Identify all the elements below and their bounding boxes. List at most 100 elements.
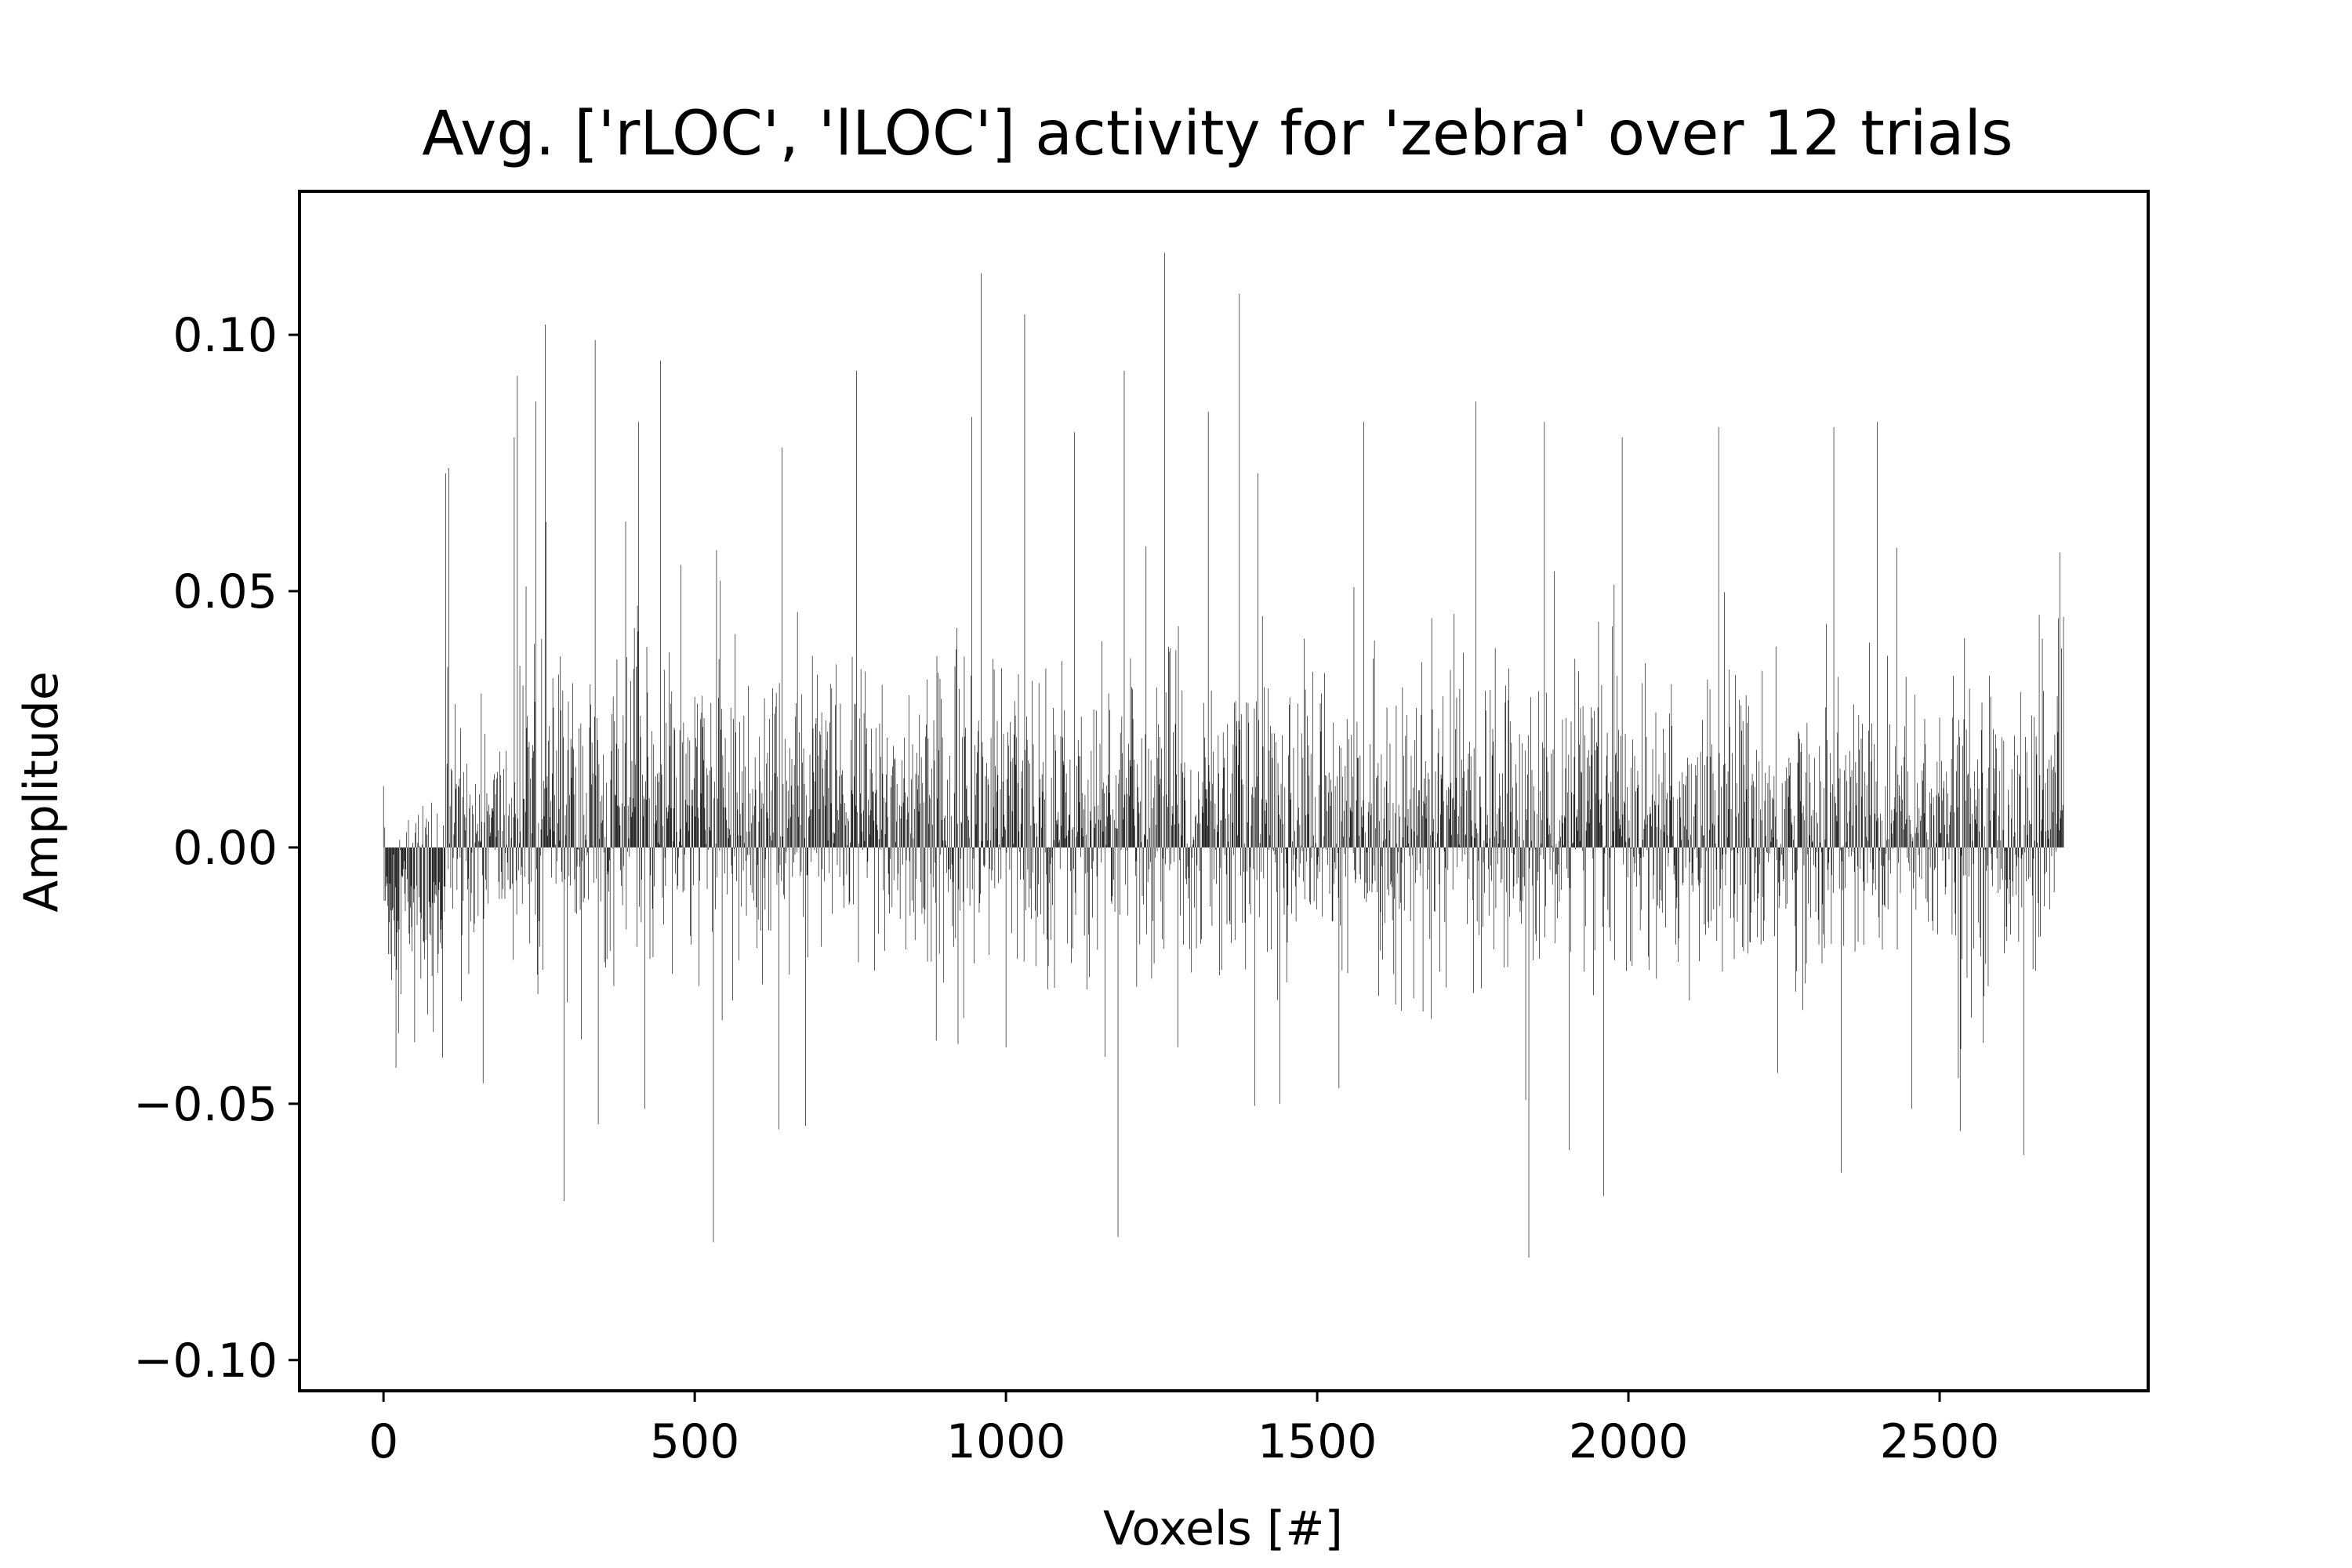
bar <box>1190 769 1192 848</box>
bar <box>995 765 996 848</box>
bar <box>1750 847 1751 942</box>
bar <box>659 844 661 848</box>
bar <box>1674 847 1675 866</box>
bar <box>887 847 889 874</box>
bar <box>1340 847 1341 926</box>
bar <box>862 847 863 851</box>
bar <box>1322 847 1323 917</box>
bar <box>1446 789 1447 848</box>
bar <box>789 748 790 848</box>
bar <box>907 797 908 848</box>
bar <box>883 847 884 891</box>
bar <box>1508 668 1509 848</box>
bar <box>1379 821 1380 848</box>
bar <box>1251 794 1253 848</box>
bar <box>1864 771 1866 848</box>
bar <box>1077 832 1078 848</box>
bar <box>660 360 661 848</box>
bar <box>1678 847 1679 962</box>
bar <box>1479 776 1480 848</box>
bar <box>1940 833 1941 848</box>
bar <box>885 802 887 848</box>
bar <box>1581 847 1583 851</box>
bar <box>1621 836 1622 848</box>
bar <box>1129 760 1131 848</box>
bar <box>1808 847 1809 904</box>
bar <box>1602 847 1604 1196</box>
bar <box>427 847 428 1015</box>
bar <box>1749 847 1751 942</box>
bar <box>570 739 572 848</box>
bar <box>1935 847 1936 868</box>
bar <box>1946 771 1947 848</box>
bar <box>1323 836 1325 848</box>
bar <box>1955 847 1956 914</box>
bar <box>1960 847 1962 1050</box>
bar <box>1477 833 1479 848</box>
bar <box>763 804 764 848</box>
bar <box>1341 847 1343 971</box>
bar <box>695 816 696 848</box>
bar <box>1702 720 1703 848</box>
bar <box>1645 662 1646 848</box>
bar <box>1152 847 1153 921</box>
bar <box>677 847 678 890</box>
bar <box>2057 731 2059 848</box>
bar <box>1747 722 1748 848</box>
bar <box>509 804 510 848</box>
bar <box>1959 737 1960 848</box>
x-axis-label: Voxels [#] <box>1103 1501 1343 1556</box>
bar <box>710 702 712 848</box>
bar <box>1280 783 1282 848</box>
bar <box>1319 703 1321 848</box>
bar <box>1345 766 1346 848</box>
bar <box>947 847 949 892</box>
bar <box>1625 841 1627 848</box>
bar <box>1518 847 1519 878</box>
bar <box>721 847 723 1021</box>
bar <box>1746 789 1748 848</box>
bar <box>1272 757 1273 848</box>
bar <box>451 768 452 848</box>
bar <box>1974 819 1976 848</box>
bar <box>713 847 714 1243</box>
bar <box>525 586 527 848</box>
bar <box>1051 777 1052 848</box>
bar <box>1773 799 1774 848</box>
bar <box>1669 713 1670 848</box>
bar <box>503 769 504 848</box>
bar <box>1104 793 1105 848</box>
bar <box>1408 843 1410 848</box>
bar <box>1519 847 1521 913</box>
bar <box>1194 847 1196 908</box>
bar <box>1269 835 1271 848</box>
bar <box>1033 806 1035 848</box>
bar <box>1060 736 1062 848</box>
bar <box>731 847 732 866</box>
bar <box>1454 809 1455 848</box>
bar <box>468 847 470 975</box>
bar <box>650 847 652 876</box>
bar <box>1914 847 1915 873</box>
bar <box>1813 847 1814 866</box>
bar <box>1895 746 1896 848</box>
bar <box>875 793 876 848</box>
bar <box>398 847 400 930</box>
bar <box>645 800 647 848</box>
bar <box>762 847 764 985</box>
bar <box>2038 615 2040 848</box>
bar <box>673 808 674 848</box>
bar <box>1980 730 1982 848</box>
bar <box>1000 789 1001 848</box>
bar <box>2017 847 2019 858</box>
bar <box>442 847 443 1058</box>
bar <box>1654 800 1655 848</box>
bar <box>707 775 709 848</box>
x-tick-label: 2000 <box>1569 1414 1689 1469</box>
bar <box>1962 746 1963 848</box>
bar <box>735 731 736 848</box>
bar <box>1487 815 1488 848</box>
bar <box>2010 847 2011 935</box>
bar <box>846 847 848 875</box>
bar <box>1325 847 1327 850</box>
